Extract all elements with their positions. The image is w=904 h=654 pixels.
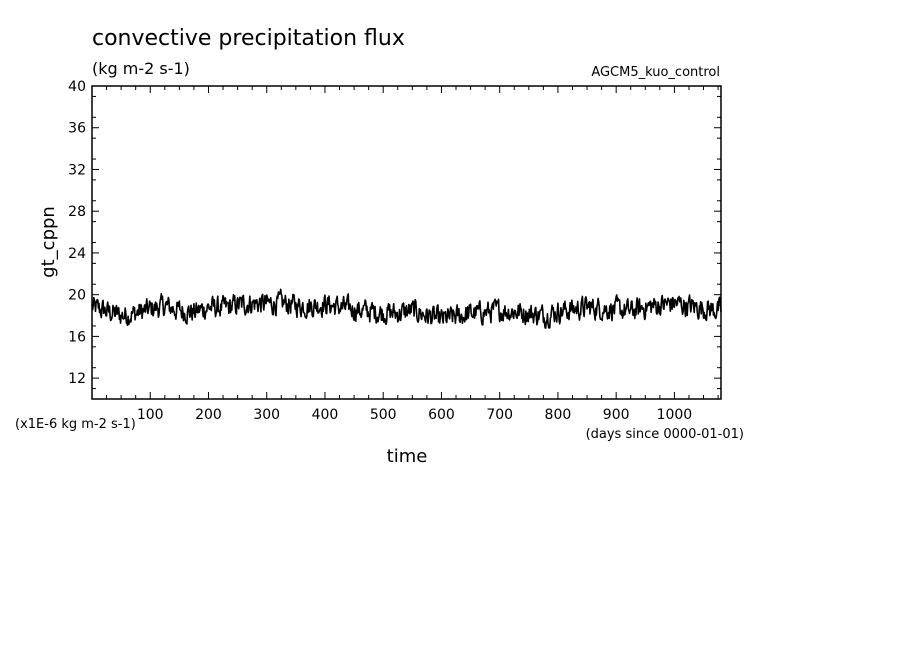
x-tick-label: 400 — [312, 407, 339, 423]
x-axis-title: time — [387, 446, 428, 467]
y-axis-ticks: 12 16 20 24 28 32 36 40 — [68, 79, 721, 390]
y-tick-label: 28 — [68, 204, 86, 220]
y-axis-title: gt_cppn — [38, 206, 59, 278]
series-line-gt_cppn — [91, 288, 722, 329]
y-tick-label: 20 — [68, 288, 86, 304]
x-tick-label: 100 — [137, 407, 164, 423]
chart-subtitle: (kg m-2 s-1) — [92, 59, 190, 78]
x-tick-label: 900 — [603, 407, 630, 423]
y-tick-label: 16 — [68, 329, 86, 345]
x-tick-label: 300 — [253, 407, 280, 423]
x-axis-units: (days since 0000-01-01) — [586, 427, 744, 442]
y-tick-label: 12 — [68, 371, 86, 387]
y-tick-label: 24 — [68, 246, 86, 262]
x-tick-label: 1000 — [657, 407, 693, 423]
x-axis-ticks: 100 200 300 400 500 600 700 800 900 1000 — [106, 86, 719, 423]
experiment-label: AGCM5_kuo_control — [591, 65, 720, 80]
x-tick-label: 500 — [370, 407, 397, 423]
y-tick-label: 40 — [68, 79, 86, 95]
chart-title: convective precipitation flux — [92, 26, 405, 51]
x-tick-label: 800 — [545, 407, 572, 423]
x-tick-label: 200 — [195, 407, 222, 423]
y-tick-label: 32 — [68, 162, 86, 178]
plot-frame — [91, 85, 722, 400]
y-axis-units: (x1E-6 kg m-2 s-1) — [15, 417, 136, 432]
y-tick-label: 36 — [68, 121, 86, 137]
x-tick-label: 600 — [428, 407, 455, 423]
x-tick-label: 700 — [486, 407, 513, 423]
